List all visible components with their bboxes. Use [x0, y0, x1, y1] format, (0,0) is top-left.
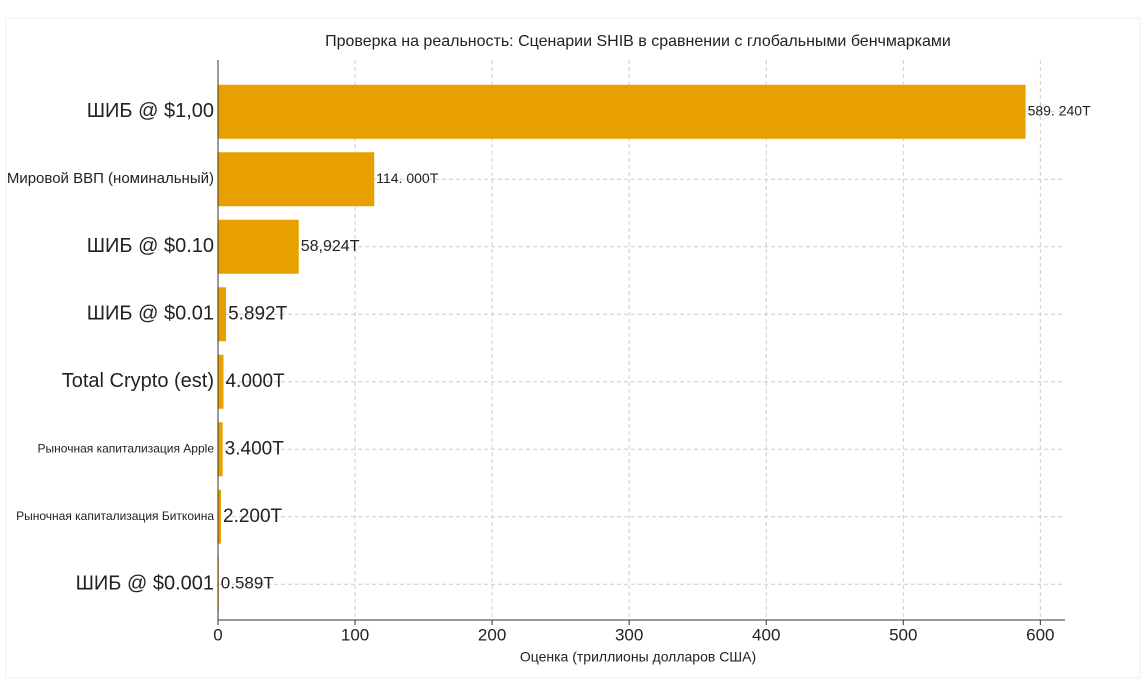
y-tick-label: ШИБ @ $1,00 [87, 100, 214, 122]
x-tick-label: 500 [889, 625, 917, 644]
bar [218, 287, 227, 342]
value-label: 0.589T [221, 574, 274, 593]
x-axis-label: Оценка (триллионы долларов США) [520, 649, 756, 665]
value-label: 5.892T [228, 303, 288, 324]
y-tick-label: Total Crypto (est) [62, 370, 214, 392]
value-label: 114. 000T [376, 170, 438, 186]
value-label: 589. 240T [1028, 102, 1091, 118]
bar [218, 84, 1026, 139]
value-label: 3.400T [225, 438, 285, 459]
x-tick-label: 0 [213, 625, 222, 644]
bar [218, 354, 224, 409]
x-tick-label: 200 [478, 625, 506, 644]
x-tick-label: 100 [341, 625, 369, 644]
bar [218, 219, 299, 274]
bar [218, 422, 223, 477]
y-tick-label: ШИБ @ $0.10 [87, 235, 214, 257]
y-tick-label: Мировой ВВП (номинальный) [7, 170, 214, 187]
x-tick-label: 600 [1026, 625, 1054, 644]
y-tick-label: ШИБ @ $0.01 [87, 303, 214, 325]
value-label: 58,924T [301, 238, 360, 255]
value-label: 2.200T [223, 506, 283, 527]
bar [218, 489, 222, 544]
y-tick-label: ШИБ @ $0.001 [76, 573, 214, 595]
chart-title: Проверка на реальность: Сценарии SHIB в … [325, 33, 951, 50]
y-tick-label: Рыночная капитализация Биткоина [16, 509, 214, 523]
bar [218, 152, 375, 207]
y-tick-label: Рыночная капитализация Apple [38, 441, 215, 455]
value-label: 4.000T [225, 371, 285, 392]
x-tick-label: 400 [752, 625, 780, 644]
x-tick-label: 300 [615, 625, 643, 644]
